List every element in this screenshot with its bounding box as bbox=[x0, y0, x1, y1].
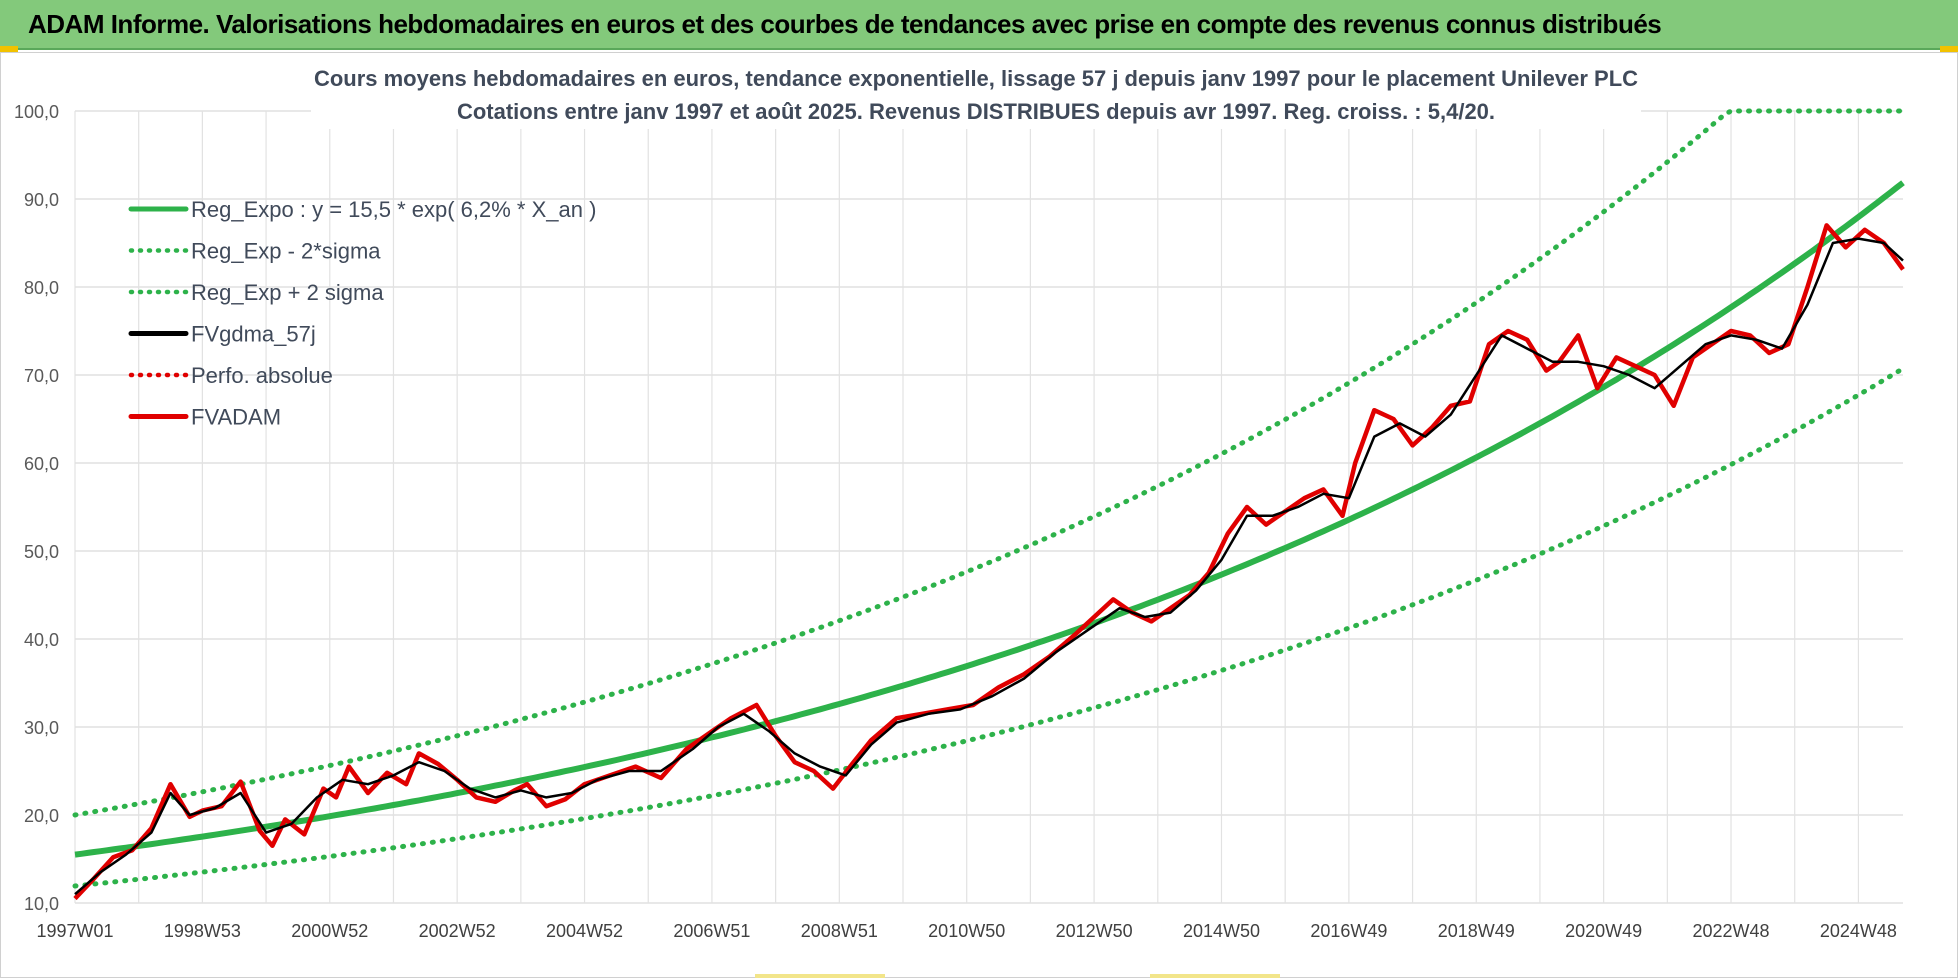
banner-title: ADAM Informe. Valorisations hebdomadaire… bbox=[28, 9, 1662, 39]
y-tick-label: 40,0 bbox=[24, 630, 59, 650]
y-tick-label: 10,0 bbox=[24, 894, 59, 914]
line-chart: 10,0 20,0 30,0 40,0 50,0 60,0 70,0 80,0 90,0 100,… bbox=[14, 57, 1906, 941]
legend-label: FVADAM bbox=[191, 405, 281, 430]
y-tick-label: 50,0 bbox=[24, 542, 59, 562]
chart-title-line2: Cotations entre janv 1997 et août 2025. … bbox=[457, 99, 1495, 124]
x-tick-label: 2006W51 bbox=[673, 921, 750, 941]
chart-title-line1: Cours moyens hebdomadaires en euros, ten… bbox=[314, 66, 1638, 91]
fvgdma-line bbox=[74, 237, 1904, 896]
chart-legend: Reg_Expo : y = 15,5 * exp( 6,2% * X_an )… bbox=[128, 197, 596, 430]
bottom-marker-2 bbox=[1150, 974, 1280, 978]
chart-curves bbox=[72, 108, 1906, 901]
y-tick-label: 90,0 bbox=[24, 190, 59, 210]
x-tick-label: 2008W51 bbox=[801, 921, 878, 941]
legend-label: Reg_Exp + 2 sigma bbox=[191, 280, 384, 305]
y-tick-label: 70,0 bbox=[24, 366, 59, 386]
y-tick-label: 60,0 bbox=[24, 454, 59, 474]
x-tick-label: 2004W52 bbox=[546, 921, 623, 941]
x-tick-label: 1998W53 bbox=[164, 921, 241, 941]
y-tick-label: 20,0 bbox=[24, 806, 59, 826]
legend-label: FVgdma_57j bbox=[191, 322, 316, 347]
x-tick-label: 2020W49 bbox=[1565, 921, 1642, 941]
fvadam-line bbox=[73, 223, 1905, 901]
corner-marker-left bbox=[0, 46, 18, 52]
x-tick-label: 1997W01 bbox=[36, 921, 113, 941]
reg-upper-curve bbox=[72, 108, 1906, 818]
x-tick-label: 2010W50 bbox=[928, 921, 1005, 941]
x-tick-label: 2014W50 bbox=[1183, 921, 1260, 941]
corner-marker-right bbox=[1940, 46, 1958, 52]
title-background bbox=[311, 57, 1641, 129]
x-tick-label: 2024W48 bbox=[1820, 921, 1897, 941]
x-tick-label: 2018W49 bbox=[1438, 921, 1515, 941]
legend-label: Reg_Expo : y = 15,5 * exp( 6,2% * X_an ) bbox=[191, 197, 596, 222]
y-axis-ticks: 10,0 20,0 30,0 40,0 50,0 60,0 70,0 80,0 90,0 100,… bbox=[14, 102, 59, 914]
x-tick-label: 2012W50 bbox=[1056, 921, 1133, 941]
bottom-marker bbox=[755, 974, 885, 978]
chart-grid bbox=[74, 110, 1903, 904]
chart-frame: 10,0 20,0 30,0 40,0 50,0 60,0 70,0 80,0 90,0 100,… bbox=[0, 52, 1958, 978]
reg-lower-curve bbox=[72, 366, 1906, 889]
legend-label: Reg_Exp - 2*sigma bbox=[191, 239, 381, 264]
y-tick-label: 80,0 bbox=[24, 278, 59, 298]
x-tick-label: 2002W52 bbox=[419, 921, 496, 941]
chart-titles: Cours moyens hebdomadaires en euros, ten… bbox=[311, 57, 1641, 129]
x-tick-label: 2016W49 bbox=[1310, 921, 1387, 941]
y-tick-label: 100,0 bbox=[14, 102, 59, 122]
legend-label: Perfo. absolue bbox=[191, 363, 333, 388]
x-tick-label: 2022W48 bbox=[1692, 921, 1769, 941]
title-banner: ADAM Informe. Valorisations hebdomadaire… bbox=[0, 0, 1958, 50]
y-tick-label: 30,0 bbox=[24, 718, 59, 738]
x-tick-label: 2000W52 bbox=[291, 921, 368, 941]
x-axis-ticks: 1997W01 1998W53 2000W52 2002W52 2004W52 2006W… bbox=[36, 921, 1896, 941]
